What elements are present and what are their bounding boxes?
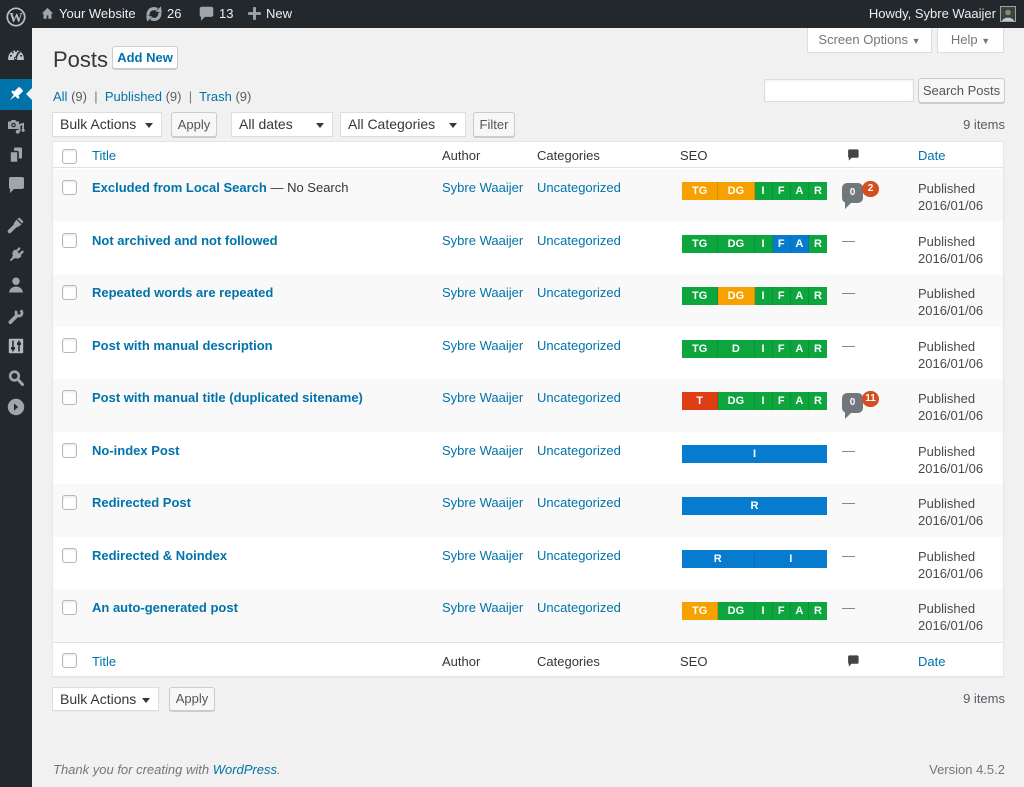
svg-text:W: W — [9, 9, 23, 24]
